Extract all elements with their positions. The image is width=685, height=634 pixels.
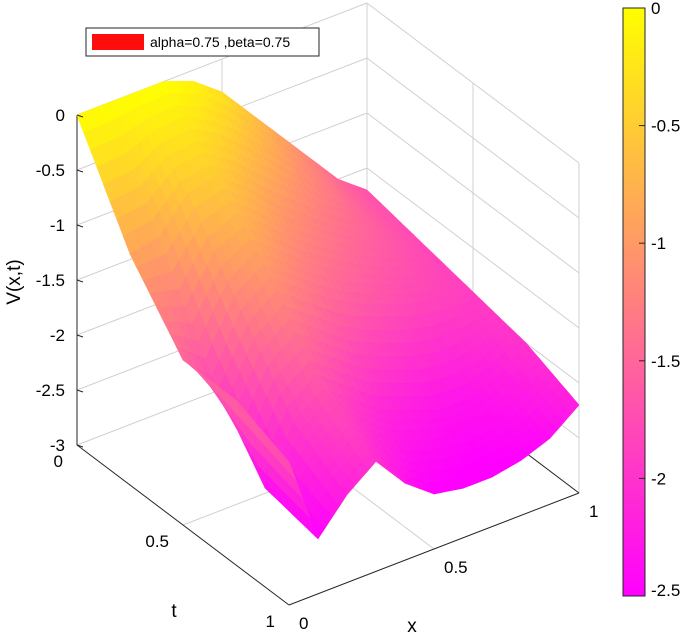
colorbar: 0 -0.5 -1 -1.5 -2 -2.5 — [622, 0, 680, 600]
z-tick-mark — [76, 444, 84, 448]
z-tick-label: -1 — [50, 216, 65, 235]
z-tick-label: -2.5 — [36, 381, 65, 400]
z-tick-mark — [76, 334, 84, 338]
legend-swatch — [92, 34, 144, 50]
z-tick-mark — [76, 169, 84, 173]
surface — [76, 80, 580, 540]
colorbar-tick-label: -1 — [651, 234, 666, 253]
z-tick-mark — [76, 224, 84, 228]
z-tick-label: -3 — [50, 436, 65, 455]
x-tick-label: 0.5 — [444, 558, 468, 577]
x-tick-label: 0 — [299, 614, 308, 633]
colorbar-tick-label: 0 — [651, 0, 660, 18]
colorbar-tick-label: -2 — [651, 469, 666, 488]
z-tick-label: -0.5 — [36, 161, 65, 180]
axis-edge — [288, 492, 580, 606]
z-tick-label: -1.5 — [36, 271, 65, 290]
zlabel: V(x,t) — [4, 259, 25, 304]
colorbar-tick-label: -1.5 — [651, 352, 680, 371]
xlabel: x — [407, 616, 417, 634]
tlabel: t — [171, 601, 177, 622]
colorbar-ticks: 0 -0.5 -1 -1.5 -2 -2.5 — [639, 0, 680, 600]
axis-edge — [76, 444, 290, 606]
tick-labels: -3 -2.5 -2 -1.5 -1 -0.5 0 0 0.5 1 0 0.5 1 — [36, 106, 599, 633]
z-tick-mark — [76, 389, 84, 393]
z-tick-label: 0 — [56, 106, 65, 125]
colorbar-gradient — [622, 7, 646, 597]
colorbar-tick-label: -2.5 — [651, 581, 680, 600]
colorbar-tick-label: -0.5 — [651, 117, 680, 136]
t-tick-label: 1 — [266, 612, 275, 631]
legend: alpha=0.75 ,beta=0.75 — [85, 27, 320, 57]
z-tick-mark — [76, 114, 84, 118]
legend-label: alpha=0.75 ,beta=0.75 — [150, 34, 290, 50]
z-tick-label: -2 — [50, 326, 65, 345]
z-tick-mark — [76, 279, 84, 283]
surface-patch — [564, 396, 580, 414]
t-tick-label: 0 — [54, 452, 63, 471]
t-tick-label: 0.5 — [145, 532, 169, 551]
x-tick-label: 1 — [589, 502, 598, 521]
